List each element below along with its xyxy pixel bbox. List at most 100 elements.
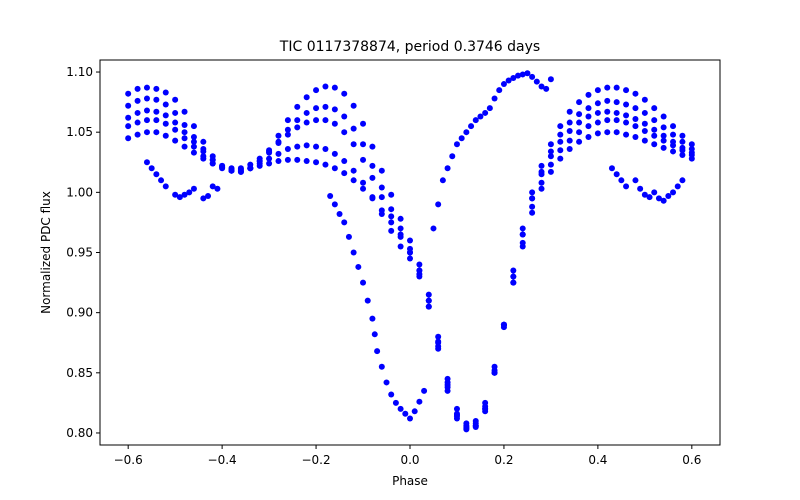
data-point — [371, 331, 378, 338]
data-point — [322, 146, 329, 153]
data-point — [369, 315, 376, 322]
data-point — [632, 90, 639, 97]
data-point — [369, 162, 376, 169]
data-point — [397, 405, 404, 412]
data-point — [458, 135, 465, 142]
data-point — [388, 213, 395, 220]
x-tick-label: −0.2 — [301, 453, 330, 467]
data-point — [256, 158, 263, 165]
data-point — [529, 195, 536, 202]
data-point — [557, 147, 564, 154]
data-point — [529, 189, 536, 196]
data-point — [604, 84, 611, 91]
data-point — [477, 113, 484, 120]
data-point — [327, 192, 334, 199]
data-point — [303, 158, 310, 165]
data-point — [148, 165, 155, 172]
data-point — [284, 146, 291, 153]
data-point — [576, 99, 583, 106]
data-point — [604, 117, 611, 124]
data-point — [566, 127, 573, 134]
data-point — [646, 194, 653, 201]
data-point — [449, 153, 456, 160]
data-point — [641, 127, 648, 134]
data-point — [608, 165, 615, 172]
data-point — [670, 142, 677, 149]
data-point — [660, 197, 667, 204]
data-point — [369, 174, 376, 181]
data-point — [181, 143, 188, 150]
data-point — [416, 267, 423, 274]
data-point — [331, 106, 338, 113]
data-point — [679, 138, 686, 145]
data-point — [360, 279, 367, 286]
data-point — [594, 109, 601, 116]
data-point — [134, 119, 141, 126]
data-point — [651, 105, 658, 112]
data-point — [500, 321, 507, 328]
data-point — [186, 189, 193, 196]
data-point — [294, 117, 301, 124]
data-point — [538, 83, 545, 90]
data-point — [679, 152, 686, 159]
data-point — [482, 109, 489, 116]
data-point — [472, 117, 479, 124]
data-point — [125, 102, 132, 109]
data-point — [134, 97, 141, 104]
data-point — [604, 129, 611, 136]
data-point — [468, 123, 475, 130]
data-point — [209, 156, 216, 163]
data-point — [303, 109, 310, 116]
data-point — [651, 189, 658, 196]
data-point — [313, 87, 320, 94]
x-tick-label: 0.6 — [682, 453, 701, 467]
data-point — [181, 135, 188, 142]
data-point — [538, 185, 545, 192]
data-point — [388, 219, 395, 226]
data-point — [350, 102, 357, 109]
data-point — [482, 405, 489, 412]
data-point — [557, 155, 564, 162]
data-point — [360, 185, 367, 192]
data-point — [641, 109, 648, 116]
data-point — [585, 105, 592, 112]
data-point — [153, 96, 160, 103]
data-point — [463, 129, 470, 136]
data-point — [594, 119, 601, 126]
data-point — [688, 141, 695, 148]
data-point — [496, 87, 503, 94]
data-point — [172, 109, 179, 116]
data-point — [303, 142, 310, 149]
data-point — [336, 211, 343, 217]
x-tick-label: −0.6 — [114, 453, 143, 467]
data-point — [604, 108, 611, 115]
data-point — [651, 132, 658, 139]
data-point — [190, 123, 197, 130]
data-point — [355, 263, 362, 270]
data-point — [125, 114, 132, 121]
data-point — [237, 168, 244, 175]
data-point — [453, 405, 460, 412]
x-tick-label: 0.2 — [494, 453, 513, 467]
data-point — [679, 177, 686, 184]
data-point — [200, 146, 207, 153]
data-point — [322, 161, 329, 168]
data-point — [557, 123, 564, 130]
data-point — [618, 177, 625, 184]
data-point — [660, 144, 667, 151]
data-point — [655, 195, 662, 202]
data-point — [360, 156, 367, 163]
data-point — [162, 89, 169, 96]
data-point — [444, 165, 451, 172]
data-point — [392, 399, 399, 406]
data-point — [172, 96, 179, 103]
data-point — [519, 225, 526, 232]
data-point — [266, 149, 273, 156]
data-point — [378, 167, 385, 174]
data-point — [383, 379, 390, 386]
data-point — [407, 255, 413, 262]
data-point — [566, 119, 573, 126]
data-point — [453, 410, 460, 417]
data-point — [538, 162, 545, 169]
